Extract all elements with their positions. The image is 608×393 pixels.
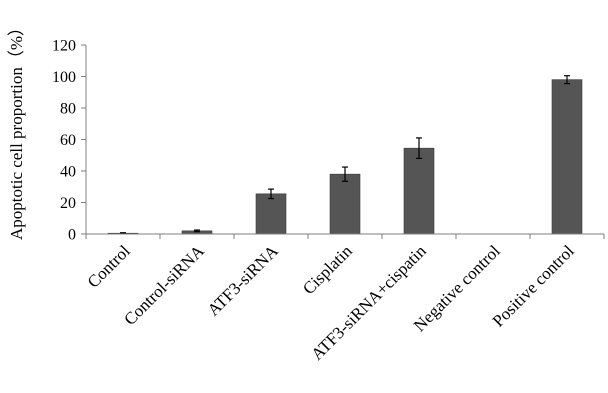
error-bar	[194, 229, 200, 233]
y-tick-label: 80	[60, 101, 76, 118]
x-axis-ticks	[85, 234, 605, 239]
bar	[329, 173, 361, 235]
y-axis-ticks: 0 20 40 60 80 100 120	[52, 38, 86, 244]
y-tick-label: 60	[60, 132, 76, 149]
y-tick-label: 0	[68, 227, 76, 244]
y-tick-label: 40	[60, 164, 76, 181]
bar-series	[107, 79, 583, 235]
x-category-label: Control-siRNA	[120, 241, 208, 329]
bar	[403, 147, 435, 235]
error-bar	[564, 75, 570, 85]
bar	[255, 193, 287, 235]
y-axis-title: Apoptotic cell proportion（%）	[7, 19, 26, 240]
error-bar	[342, 166, 348, 182]
bar	[551, 79, 583, 235]
error-bars	[120, 75, 570, 235]
x-category-label: ATF3-siRNA	[204, 241, 283, 320]
error-bar	[416, 137, 422, 159]
y-tick-label: 20	[60, 195, 76, 212]
y-tick-label: 120	[52, 38, 76, 55]
x-category-label: Cisplatin	[299, 241, 356, 298]
x-category-label: Control	[84, 241, 134, 291]
error-bar	[268, 188, 274, 200]
y-tick-label: 100	[52, 69, 76, 86]
